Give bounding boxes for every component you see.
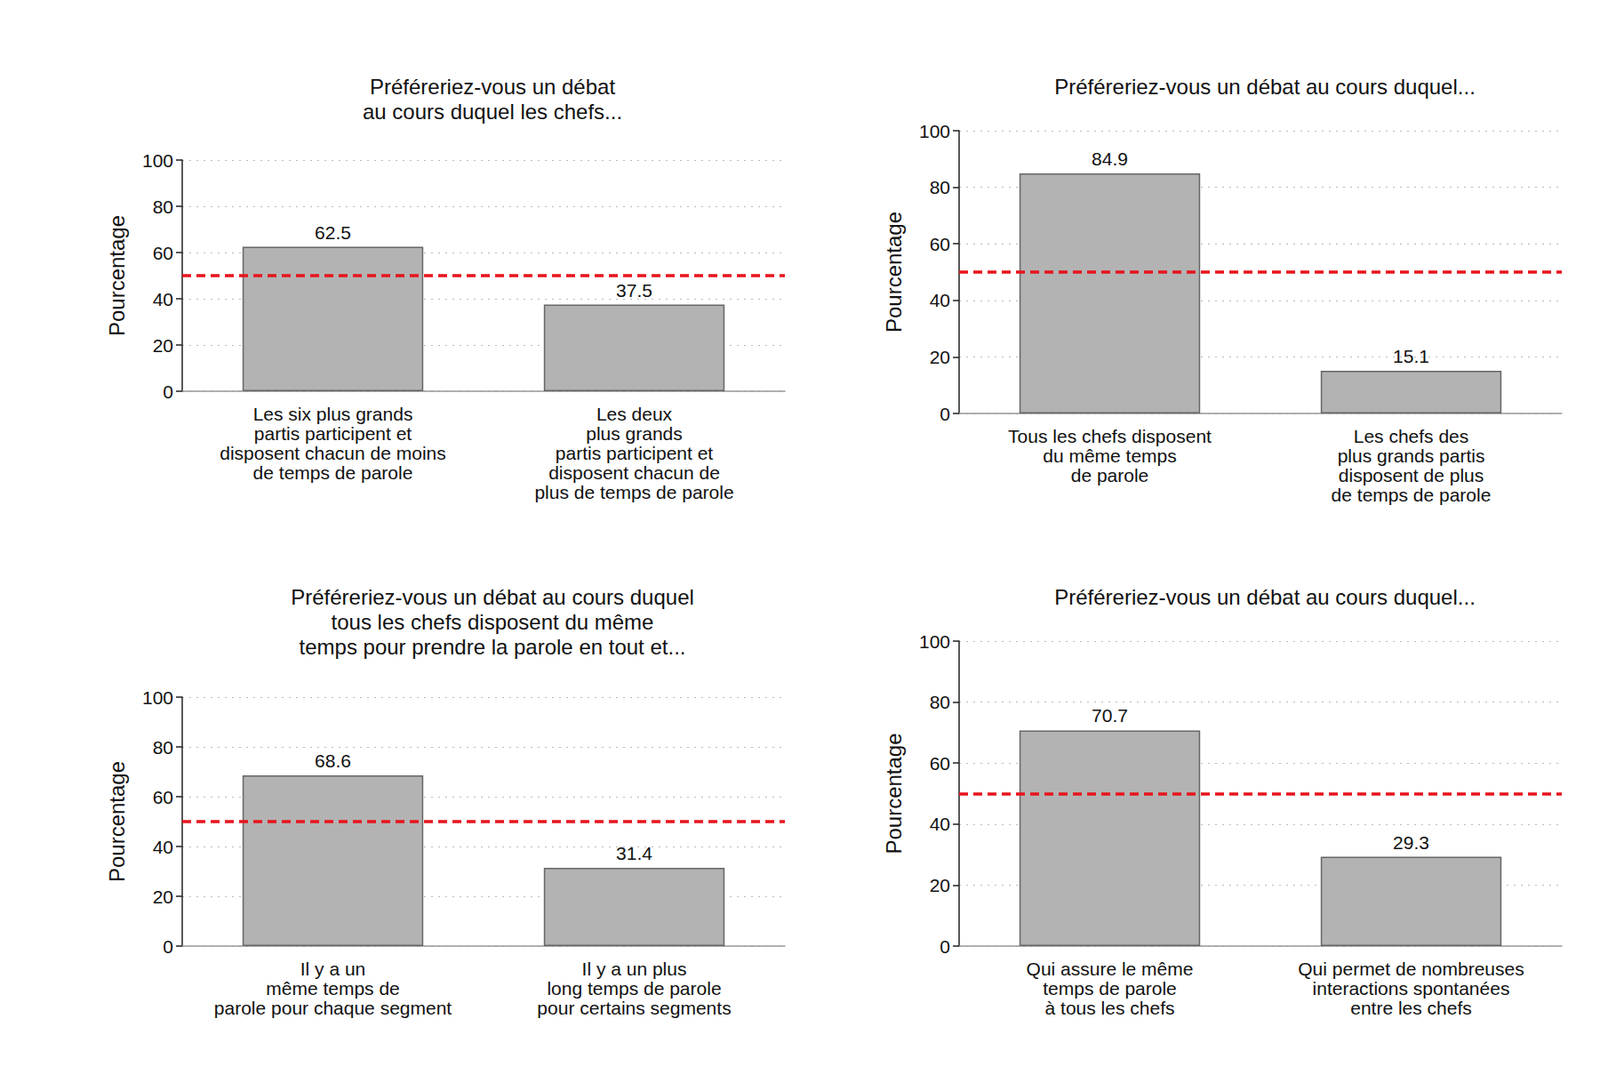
svg-text:Préféreriez-vous un débat au c: Préféreriez-vous un débat au cours duque…	[1054, 74, 1476, 99]
svg-text:Préféreriez-vous un débat au c: Préféreriez-vous un débat au cours duque…	[1054, 584, 1476, 609]
svg-text:70.7: 70.7	[1091, 704, 1128, 726]
svg-text:plus grands partis: plus grands partis	[1337, 445, 1486, 466]
svg-text:40: 40	[929, 289, 951, 311]
svg-text:15.1: 15.1	[1392, 345, 1430, 367]
svg-text:disposent chacun de: disposent chacun de	[548, 462, 720, 483]
svg-text:Qui assure le même: Qui assure le même	[1026, 958, 1194, 979]
svg-text:80: 80	[929, 691, 951, 712]
svg-text:Les six plus grands: Les six plus grands	[253, 403, 414, 424]
svg-text:0: 0	[162, 936, 174, 957]
svg-text:disposent chacun de moins: disposent chacun de moins	[219, 442, 447, 464]
svg-text:temps de parole: temps de parole	[1042, 977, 1177, 999]
svg-text:Qui permet de nombreuses: Qui permet de nombreuses	[1297, 958, 1524, 979]
svg-text:100: 100	[919, 120, 951, 142]
svg-text:62.5: 62.5	[314, 222, 352, 243]
svg-text:parole pour chaque segment: parole pour chaque segment	[214, 997, 453, 1018]
svg-text:100: 100	[142, 687, 174, 708]
svg-text:31.4: 31.4	[616, 842, 653, 864]
svg-text:Préféreriez-vous un débat: Préféreriez-vous un débat	[369, 74, 616, 99]
svg-text:20: 20	[152, 335, 174, 356]
svg-text:Les deux: Les deux	[596, 403, 673, 424]
svg-text:de parole: de parole	[1071, 464, 1150, 486]
svg-text:de temps de parole: de temps de parole	[253, 462, 414, 483]
svg-text:40: 40	[929, 813, 951, 834]
svg-text:20: 20	[929, 346, 951, 368]
svg-text:partis participent et: partis participent et	[254, 423, 413, 444]
svg-text:100: 100	[142, 150, 174, 171]
svg-text:80: 80	[152, 736, 174, 758]
svg-text:Il y a un: Il y a un	[300, 958, 367, 979]
svg-text:60: 60	[152, 242, 174, 264]
svg-text:80: 80	[152, 196, 174, 217]
svg-text:plus de temps de parole: plus de temps de parole	[534, 481, 734, 503]
svg-text:partis participent et: partis participent et	[555, 442, 714, 464]
svg-text:interactions spontanées: interactions spontanées	[1312, 977, 1511, 999]
svg-text:Pourcentage: Pourcentage	[104, 760, 129, 882]
svg-text:60: 60	[929, 752, 951, 774]
svg-text:long temps de parole: long temps de parole	[546, 977, 721, 999]
svg-text:20: 20	[929, 874, 951, 896]
svg-text:Préféreriez-vous un débat au c: Préféreriez-vous un débat au cours duque…	[290, 584, 695, 609]
svg-text:temps pour prendre la parole e: temps pour prendre la parole en tout et.…	[299, 634, 687, 659]
svg-text:disposent de plus: disposent de plus	[1338, 464, 1484, 486]
svg-text:Les chefs des: Les chefs des	[1353, 425, 1470, 447]
svg-text:même temps de: même temps de	[265, 977, 400, 999]
svg-text:80: 80	[929, 176, 951, 198]
svg-text:60: 60	[152, 786, 174, 808]
svg-text:37.5: 37.5	[616, 280, 653, 301]
svg-text:pour certains segments: pour certains segments	[536, 997, 731, 1018]
svg-text:100: 100	[919, 631, 951, 652]
svg-text:0: 0	[939, 936, 951, 957]
svg-text:29.3: 29.3	[1392, 832, 1430, 853]
svg-text:68.6: 68.6	[314, 750, 352, 771]
svg-text:à tous les chefs: à tous les chefs	[1045, 997, 1176, 1018]
svg-text:20: 20	[152, 886, 174, 907]
svg-text:40: 40	[152, 836, 174, 857]
svg-text:Tous les chefs disposent: Tous les chefs disposent	[1008, 425, 1212, 447]
svg-text:tous les chefs disposent du mê: tous les chefs disposent du même	[331, 609, 655, 634]
svg-text:0: 0	[939, 403, 951, 424]
svg-text:84.9: 84.9	[1091, 148, 1128, 169]
svg-text:Pourcentage: Pourcentage	[104, 215, 129, 336]
svg-text:au cours duquel les chefs...: au cours duquel les chefs...	[362, 99, 623, 124]
svg-text:entre les chefs: entre les chefs	[1350, 997, 1472, 1018]
svg-text:60: 60	[929, 233, 951, 255]
svg-text:0: 0	[162, 381, 174, 402]
svg-text:de temps de parole: de temps de parole	[1331, 484, 1492, 505]
svg-text:Pourcentage: Pourcentage	[881, 211, 906, 333]
svg-text:Il y a un plus: Il y a un plus	[582, 958, 688, 979]
svg-text:40: 40	[152, 288, 174, 310]
svg-text:plus grands: plus grands	[585, 423, 683, 444]
svg-text:du même temps: du même temps	[1042, 445, 1177, 466]
svg-text:Pourcentage: Pourcentage	[881, 732, 906, 854]
